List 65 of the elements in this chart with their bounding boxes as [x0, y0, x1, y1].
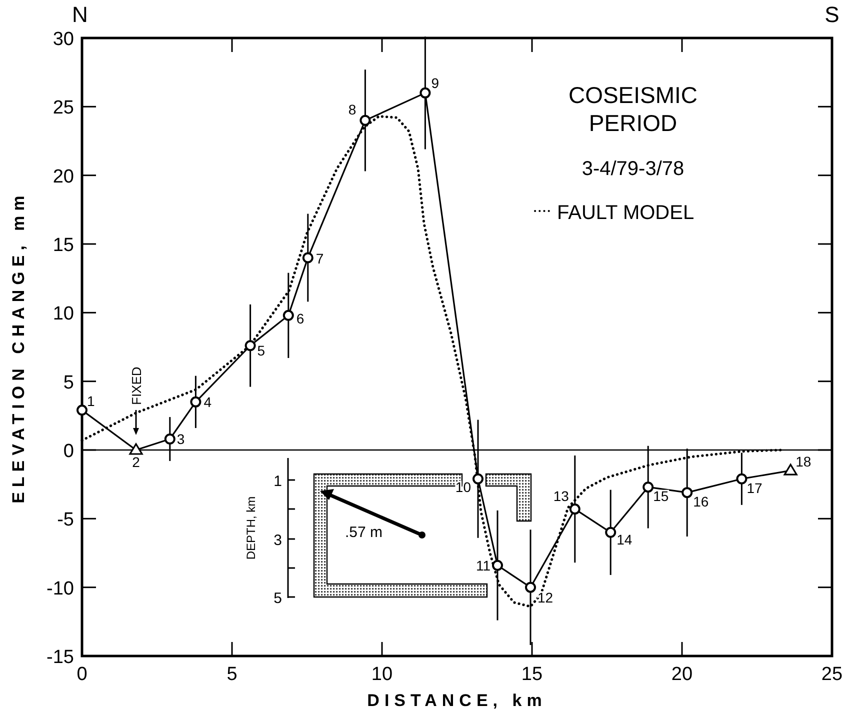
point [164, 434, 176, 445]
annotation: 2 [132, 454, 140, 470]
annotation: 11 [476, 557, 491, 574]
point [76, 404, 88, 416]
y-tick-label: 0 [63, 441, 74, 462]
annotation: 4 [204, 394, 212, 410]
annotation: 18 [796, 454, 812, 470]
annotation: 14 [616, 531, 632, 548]
x-tick-label: 20 [671, 664, 693, 685]
annotation: .57 m [345, 524, 383, 541]
annotation: 12 [538, 589, 554, 606]
x-tick-label: 15 [521, 664, 543, 685]
point [784, 464, 798, 476]
text: N [72, 2, 88, 27]
y-axis-title: ELEVATION CHANGE, mm [9, 190, 28, 504]
point [605, 526, 616, 538]
y-tick-label: 5 [63, 372, 74, 394]
y-tick-label: 20 [52, 166, 74, 188]
text: COSEISMIC PERIOD [568, 82, 698, 136]
y-tick-label: 15 [52, 235, 74, 256]
y-tick-label: 30 [52, 29, 74, 50]
annotation: 16 [693, 494, 709, 510]
annotation: 8 [348, 101, 356, 118]
x-tick-label: 25 [821, 664, 843, 685]
annotation: 15 [653, 488, 669, 504]
annotation: 13 [553, 488, 570, 504]
annotation: DEPTH, km [244, 496, 258, 560]
annotation: 17 [746, 480, 762, 496]
point [472, 473, 484, 484]
point [129, 443, 143, 455]
point [302, 252, 314, 264]
point [190, 396, 202, 408]
point [736, 473, 748, 484]
legend-label: FAULT MODEL [557, 202, 694, 224]
annotation: 7 [316, 250, 324, 267]
y-tick-label: 10 [52, 304, 74, 325]
point [282, 310, 294, 321]
point [682, 487, 693, 498]
annotation: 10 [455, 478, 472, 495]
x-axis-title: DISTANCE, km [367, 691, 547, 710]
annotation: 6 [296, 310, 304, 326]
annotation: 1 [274, 473, 282, 490]
y-tick-label: -5 [57, 510, 74, 531]
annotation: FIXED [129, 366, 144, 405]
text: 3-4/79-3/78 [582, 158, 684, 180]
point [642, 482, 654, 493]
annotation: 5 [274, 590, 282, 607]
point [525, 582, 536, 593]
point [244, 340, 256, 352]
y-tick-label: -10 [46, 578, 74, 600]
x-tick-label: 5 [226, 664, 238, 685]
y-tick-label: 25 [52, 98, 74, 119]
point [492, 560, 503, 571]
annotation: 1 [87, 393, 95, 410]
annotation: 3 [176, 431, 185, 448]
annotation: 3 [274, 532, 282, 549]
text: S [824, 2, 840, 27]
annotation: 5 [257, 342, 266, 359]
y-tick-label: -15 [46, 647, 74, 668]
x-tick-label: 10 [371, 664, 393, 685]
point [420, 87, 431, 98]
point [569, 504, 580, 515]
x-tick-label: 0 [76, 664, 88, 685]
point [360, 114, 371, 126]
annotation: 9 [431, 74, 440, 91]
